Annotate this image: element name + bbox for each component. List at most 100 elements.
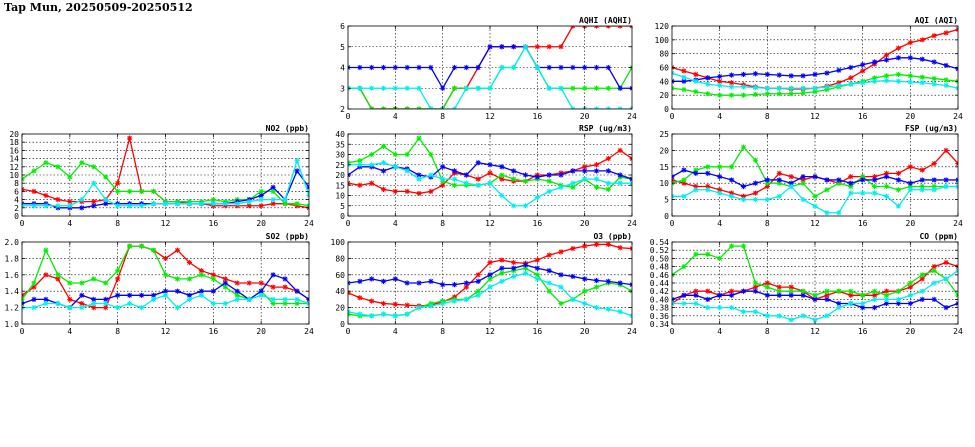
data-point bbox=[617, 280, 623, 286]
data-point bbox=[222, 276, 228, 282]
data-point bbox=[740, 92, 747, 98]
data-point bbox=[440, 182, 446, 188]
data-point bbox=[895, 78, 902, 84]
page-title: Tap Mun, 20250509-20250512 bbox=[4, 1, 193, 14]
data-point bbox=[511, 168, 517, 174]
data-point bbox=[693, 78, 699, 84]
data-point bbox=[776, 193, 782, 199]
data-point bbox=[499, 257, 505, 263]
data-point bbox=[776, 85, 782, 91]
data-point bbox=[582, 176, 588, 182]
grid bbox=[348, 242, 632, 324]
data-point bbox=[210, 197, 216, 203]
x-tick-label: 20 bbox=[906, 112, 916, 121]
data-point bbox=[752, 157, 759, 163]
data-point bbox=[582, 300, 588, 307]
data-point bbox=[546, 64, 552, 71]
data-point bbox=[605, 278, 611, 284]
data-point bbox=[487, 162, 493, 168]
data-point bbox=[705, 75, 711, 81]
data-point bbox=[681, 300, 687, 307]
data-point bbox=[234, 292, 240, 298]
data-point bbox=[919, 288, 925, 294]
x-tick-label: 4 bbox=[393, 219, 398, 228]
data-point bbox=[776, 284, 782, 290]
data-point bbox=[693, 89, 699, 95]
data-point bbox=[752, 91, 759, 98]
data-point bbox=[127, 203, 133, 209]
data-point bbox=[440, 282, 446, 288]
data-point bbox=[55, 197, 61, 203]
data-point bbox=[836, 210, 842, 216]
y-tick-label: 20 bbox=[9, 130, 19, 139]
data-point bbox=[186, 201, 193, 207]
data-point bbox=[836, 80, 842, 86]
data-point bbox=[824, 210, 830, 216]
data-point bbox=[883, 57, 890, 63]
data-point bbox=[824, 70, 830, 76]
data-point bbox=[860, 62, 866, 68]
data-point bbox=[788, 183, 794, 190]
data-point bbox=[174, 247, 181, 253]
data-point bbox=[487, 85, 493, 91]
data-point bbox=[848, 300, 854, 307]
data-point bbox=[234, 288, 240, 294]
data-point bbox=[570, 64, 576, 71]
data-point bbox=[717, 78, 723, 84]
data-point bbox=[404, 151, 410, 158]
x-tick-label: 0 bbox=[346, 327, 351, 336]
data-point bbox=[848, 288, 854, 294]
data-point bbox=[800, 197, 806, 203]
data-point bbox=[270, 272, 276, 278]
no2-series-3 bbox=[22, 158, 309, 209]
y-tick-label: 80 bbox=[659, 50, 669, 59]
data-point bbox=[895, 300, 902, 307]
data-point bbox=[907, 183, 913, 190]
y-tick-label: 0.34 bbox=[650, 320, 669, 329]
data-point bbox=[943, 177, 949, 183]
data-point bbox=[943, 259, 949, 266]
data-point bbox=[570, 296, 576, 302]
data-point bbox=[800, 177, 806, 183]
y-tick-label: 0.48 bbox=[650, 263, 669, 272]
x-tick-label: 20 bbox=[580, 112, 590, 121]
data-point bbox=[943, 183, 949, 190]
data-point bbox=[740, 309, 747, 315]
data-point bbox=[883, 174, 890, 180]
data-point bbox=[282, 296, 288, 302]
data-point bbox=[558, 249, 564, 255]
data-point bbox=[931, 160, 937, 167]
data-point bbox=[162, 292, 169, 298]
data-point bbox=[369, 298, 375, 304]
data-point bbox=[258, 192, 264, 199]
data-point bbox=[369, 151, 375, 158]
data-point bbox=[593, 284, 600, 290]
data-point bbox=[582, 276, 588, 282]
data-point bbox=[871, 292, 878, 298]
data-point bbox=[91, 164, 97, 170]
data-point bbox=[392, 301, 398, 307]
data-point bbox=[404, 188, 410, 194]
data-point bbox=[752, 71, 759, 77]
data-point bbox=[499, 172, 505, 178]
x-tick-label: 16 bbox=[209, 219, 219, 228]
o3-chart: 0 4 8 12 16 20 24 0 20 40 60 80 100 O3 (ppb) bbox=[331, 232, 637, 336]
x-tick-label: 0 bbox=[20, 327, 25, 336]
x-tick-label: 12 bbox=[810, 219, 820, 228]
data-point bbox=[127, 135, 133, 141]
x-tick-label: 16 bbox=[533, 219, 543, 228]
data-point bbox=[270, 300, 276, 307]
y-tick-label: 15 bbox=[659, 163, 669, 172]
data-point bbox=[210, 276, 216, 282]
y-tick-label: 3 bbox=[340, 84, 345, 93]
data-point bbox=[475, 160, 481, 166]
data-point bbox=[570, 180, 576, 186]
data-point bbox=[546, 178, 552, 184]
data-point bbox=[728, 305, 735, 311]
data-point bbox=[416, 135, 422, 141]
data-point bbox=[836, 300, 842, 307]
y-tick-label: 60 bbox=[335, 271, 345, 280]
data-point bbox=[593, 85, 600, 91]
data-point bbox=[776, 292, 782, 298]
data-point bbox=[883, 288, 890, 294]
